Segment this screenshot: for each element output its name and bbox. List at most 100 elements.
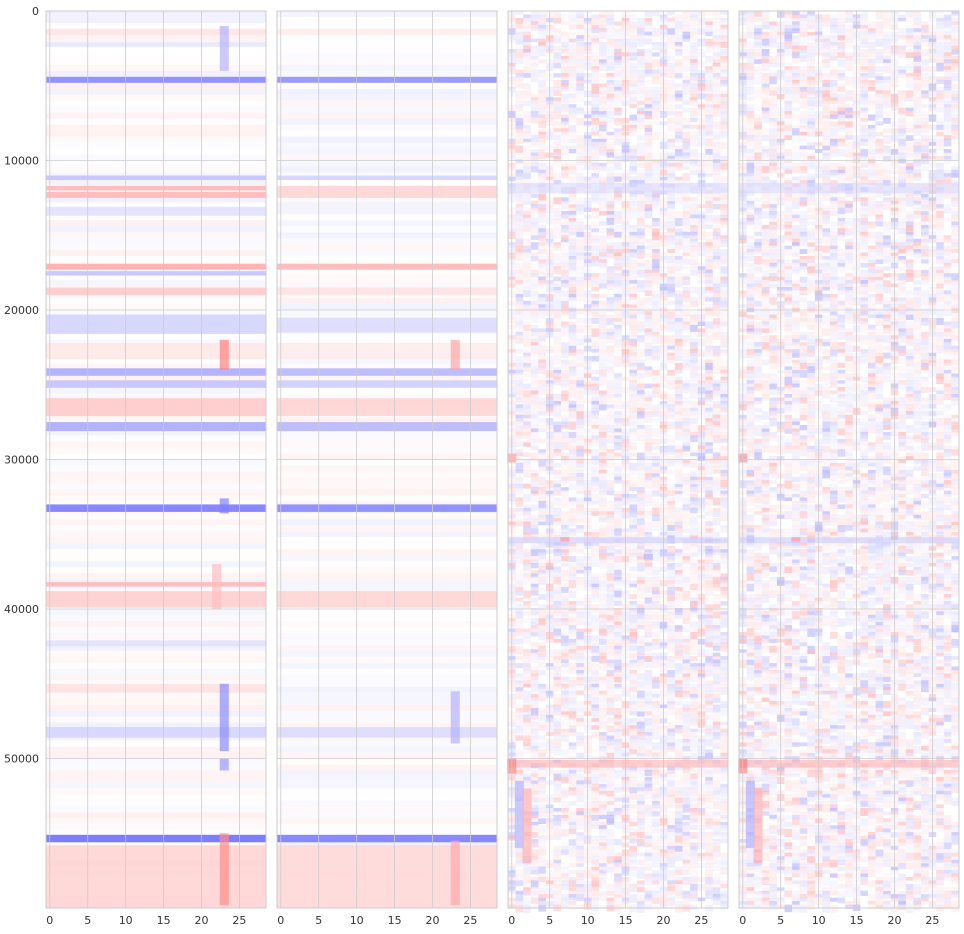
heatmap-cell bbox=[614, 111, 622, 116]
heatmap-cell bbox=[530, 207, 539, 214]
heatmap-cell bbox=[637, 480, 645, 484]
heatmap-cell bbox=[712, 145, 721, 152]
heatmap-cell bbox=[523, 238, 531, 243]
heatmap-row bbox=[277, 662, 497, 669]
heatmap-cell bbox=[652, 11, 660, 16]
heatmap-cell bbox=[553, 114, 562, 120]
heatmap-cell bbox=[515, 580, 524, 584]
heatmap-cell bbox=[667, 397, 675, 402]
heatmap-cell bbox=[591, 559, 599, 568]
heatmap-cell bbox=[561, 307, 569, 314]
heatmap-cell bbox=[568, 11, 577, 17]
heatmap-cell bbox=[599, 414, 607, 419]
heatmap-cell bbox=[606, 645, 615, 650]
heatmap-cell bbox=[674, 614, 683, 619]
heatmap-cell bbox=[652, 69, 660, 75]
heatmap-cell bbox=[667, 218, 675, 224]
heatmap-cell bbox=[561, 362, 569, 369]
heatmap-cell bbox=[614, 45, 622, 52]
heatmap-cell bbox=[705, 597, 713, 602]
heatmap-cell bbox=[591, 324, 599, 330]
heatmap-cell bbox=[568, 83, 577, 91]
heatmap-cell bbox=[606, 45, 615, 50]
heatmap-cell bbox=[705, 311, 713, 316]
heatmap-cell bbox=[720, 311, 728, 317]
heatmap-cell bbox=[606, 80, 615, 86]
heatmap-cell bbox=[614, 445, 622, 451]
heatmap-cell bbox=[690, 311, 698, 315]
heatmap-cell bbox=[576, 80, 584, 86]
heatmap-cell bbox=[690, 611, 698, 618]
heatmap-cell bbox=[629, 469, 637, 476]
heatmap-cell bbox=[568, 383, 577, 391]
heatmap-row bbox=[277, 52, 497, 59]
heatmap-cell bbox=[606, 690, 615, 698]
heatmap-cell bbox=[553, 38, 562, 44]
heatmap-cell bbox=[614, 293, 622, 301]
heatmap-cell bbox=[568, 369, 577, 376]
heatmap-cell bbox=[614, 480, 622, 484]
heatmap-cell bbox=[530, 314, 539, 323]
heatmap-cell bbox=[705, 590, 713, 596]
heatmap-cell bbox=[614, 228, 622, 235]
heatmap-cell bbox=[515, 311, 524, 315]
heatmap-cell bbox=[599, 211, 607, 216]
heatmap-cell bbox=[652, 718, 660, 725]
heatmap-cell bbox=[591, 256, 599, 263]
heatmap-cell bbox=[712, 169, 721, 175]
heatmap-cell bbox=[667, 28, 675, 35]
heatmap-cell bbox=[576, 111, 584, 116]
heatmap-cell bbox=[561, 587, 569, 593]
heatmap-cell bbox=[682, 173, 691, 181]
heatmap-band bbox=[46, 380, 266, 388]
heatmap-cell bbox=[720, 252, 728, 259]
heatmap-cell bbox=[644, 431, 653, 436]
heatmap-cell bbox=[705, 59, 713, 65]
heatmap-cell bbox=[629, 359, 637, 365]
heatmap-cell bbox=[667, 35, 675, 44]
heatmap-band bbox=[277, 317, 497, 333]
heatmap-row bbox=[46, 752, 266, 759]
heatmap-row bbox=[277, 776, 497, 783]
heatmap-cell bbox=[576, 518, 584, 523]
heatmap-row bbox=[277, 692, 497, 699]
heatmap-cell bbox=[720, 90, 728, 97]
heatmap-row bbox=[46, 88, 266, 95]
heatmap-cell bbox=[705, 169, 713, 176]
heatmap-cell bbox=[523, 342, 531, 348]
heatmap-row bbox=[46, 100, 266, 107]
heatmap-cell bbox=[652, 90, 660, 97]
heatmap-cell bbox=[561, 228, 569, 233]
heatmap-cell bbox=[682, 83, 691, 91]
heatmap-cell bbox=[682, 76, 691, 83]
heatmap-cell bbox=[538, 311, 546, 319]
heatmap-row bbox=[277, 471, 497, 478]
heatmap-cell bbox=[644, 238, 653, 243]
heatmap-cell bbox=[682, 35, 691, 42]
heatmap-cell bbox=[705, 145, 713, 151]
heatmap-cell bbox=[606, 218, 615, 225]
heatmap-cell bbox=[568, 138, 577, 144]
heatmap-cell bbox=[629, 238, 637, 244]
x-tick-label: 0 bbox=[277, 914, 284, 927]
heatmap-cell bbox=[568, 580, 577, 589]
heatmap-cell bbox=[606, 652, 615, 661]
heatmap-cell bbox=[674, 259, 683, 264]
heatmap-cell bbox=[576, 528, 584, 534]
heatmap-cell bbox=[568, 321, 577, 327]
heatmap-hotspot bbox=[450, 691, 460, 744]
heatmap-cell bbox=[591, 635, 599, 642]
heatmap-cell bbox=[553, 180, 562, 185]
heatmap-cell bbox=[682, 231, 691, 239]
heatmap-cell bbox=[682, 197, 691, 202]
heatmap-cell bbox=[644, 656, 653, 662]
heatmap-cell bbox=[690, 687, 698, 695]
heatmap-cell bbox=[652, 356, 660, 361]
heatmap-row bbox=[277, 674, 497, 681]
heatmap-cell bbox=[568, 124, 577, 134]
heatmap-cell bbox=[614, 697, 622, 702]
heatmap-cell bbox=[682, 673, 691, 678]
heatmap-cell bbox=[652, 276, 660, 285]
heatmap-cell bbox=[614, 552, 622, 557]
heatmap-cell bbox=[523, 252, 531, 257]
